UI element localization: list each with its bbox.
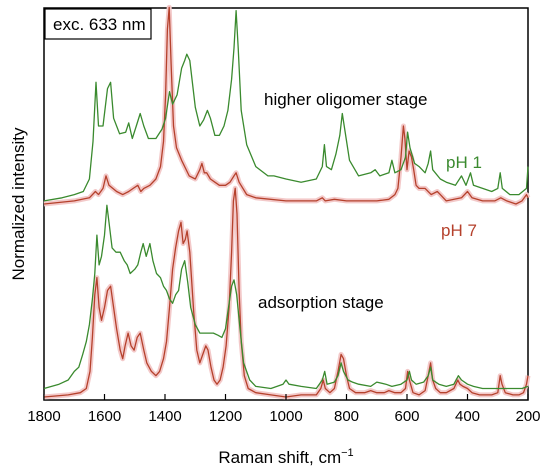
x-tick-label: 1400: [148, 408, 181, 425]
x-tick-label: 1000: [269, 408, 302, 425]
x-tick-label: 800: [334, 408, 359, 425]
excitation-legend-text: exc. 633 nm: [53, 15, 146, 34]
lower-stage-label: adsorption stage: [258, 293, 384, 312]
x-tick-label: 600: [394, 408, 419, 425]
ph7-label: pH 7: [441, 221, 477, 240]
upper-stage-label: higher oligomer stage: [264, 90, 427, 109]
x-tick-label: 1800: [27, 408, 60, 425]
x-axis-title: Raman shift, cm−1: [218, 447, 353, 467]
x-axis-ticks: 1800 1600 1400 1200 1000 800 600 400 200: [27, 394, 541, 425]
spectrum-line-ph1-higher: [43, 9, 529, 202]
spectra-traces: [43, 4, 531, 400]
x-tick-label: 1600: [88, 408, 121, 425]
excitation-legend-box: [44, 8, 152, 40]
y-axis-title: Normalized intensity: [9, 127, 28, 281]
spectrum-line-ph7-adsorption: [43, 187, 529, 398]
spectrum-line-ph7-higher: [43, 6, 529, 205]
x-axis-title-exponent: −1: [341, 447, 354, 459]
x-axis-title-text: Raman shift, cm: [218, 448, 341, 467]
spectrum-line-ph1-adsorption: [43, 204, 529, 390]
ph1-label: pH 1: [446, 153, 482, 172]
x-tick-label: 400: [455, 408, 480, 425]
x-tick-label: 1200: [209, 408, 242, 425]
x-tick-label: 200: [515, 408, 540, 425]
